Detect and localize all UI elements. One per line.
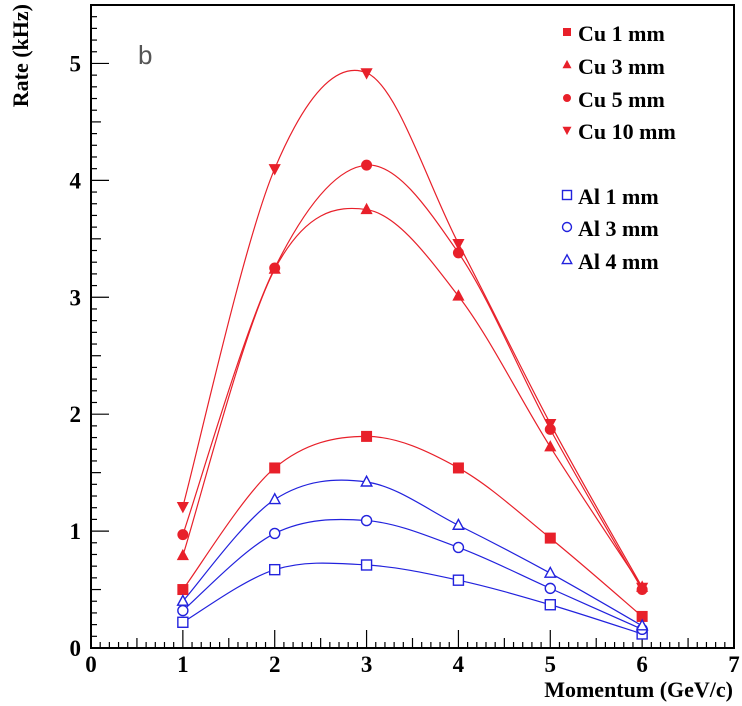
x-tick-label: 7 [728, 652, 740, 677]
legend: Cu 1 mm Cu 3 mm Cu 5 mm Cu 10 mm Al 1 mm Al 3… [561, 21, 676, 274]
y-tick-label: 5 [70, 51, 82, 76]
legend-marker [562, 126, 572, 136]
series-curve [182, 164, 643, 590]
x-tick-label: 1 [177, 652, 189, 677]
data-point [360, 474, 373, 487]
series-curve [182, 435, 643, 617]
data-point [635, 618, 649, 631]
data-point [544, 582, 556, 595]
x-tick-label: 0 [85, 652, 97, 677]
legend-label: Cu 3 mm [578, 54, 665, 79]
data-point [452, 518, 465, 530]
x-tick-label: 2 [269, 652, 281, 677]
legend-marker [561, 221, 573, 233]
data-point [452, 574, 465, 586]
data-point [268, 164, 281, 176]
data-point [360, 514, 373, 527]
data-point [360, 559, 373, 571]
panel-label: b [138, 40, 152, 70]
data-point [176, 594, 190, 606]
y-axis-title: Rate (kHz) [8, 4, 33, 107]
data-point [269, 527, 281, 540]
data-point [360, 202, 373, 215]
legend-marker [561, 189, 573, 201]
x-tick-label: 6 [636, 652, 648, 677]
data-point [544, 440, 557, 452]
series-curve [182, 518, 643, 630]
data-point [544, 599, 556, 611]
y-tick-label: 1 [70, 519, 82, 544]
data-point [269, 563, 281, 576]
data-point [636, 582, 649, 595]
data-point [544, 419, 557, 431]
fit-curves [182, 69, 643, 635]
legend-marker [563, 28, 571, 36]
data-point [269, 262, 281, 274]
data-point [452, 541, 465, 554]
data-markers [176, 68, 649, 640]
legend-label: Cu 1 mm [578, 21, 665, 46]
data-point [543, 565, 557, 578]
y-tick-label: 0 [70, 636, 82, 661]
legend-marker [563, 94, 571, 102]
data-point [452, 289, 465, 301]
series-curve [182, 69, 643, 588]
axes: 0 1 2 3 4 5 6 7 0 1 2 3 4 5 [70, 4, 740, 677]
x-axis-title: Momentum (GeV/c) [544, 677, 733, 702]
data-point [360, 68, 373, 80]
y-tick-label: 2 [70, 402, 82, 427]
legend-label: Cu 5 mm [578, 87, 665, 112]
series-curve [182, 562, 643, 635]
legend-label: Al 1 mm [578, 184, 659, 209]
x-tick-label: 3 [361, 652, 373, 677]
legend-marker [562, 59, 572, 69]
x-tick-label: 5 [545, 652, 557, 677]
data-point [268, 492, 282, 505]
data-point [361, 159, 373, 171]
data-point [361, 430, 373, 442]
legend-label: Al 3 mm [578, 216, 659, 241]
legend-label: Al 4 mm [578, 249, 659, 274]
x-tick-label: 4 [453, 652, 465, 677]
data-point [269, 462, 281, 474]
data-point [544, 532, 556, 544]
data-point [176, 502, 189, 514]
data-point [177, 604, 189, 617]
legend-label: Cu 10 mm [578, 119, 676, 144]
legend-marker [561, 253, 573, 265]
y-tick-label: 4 [70, 168, 82, 193]
data-point [177, 529, 189, 541]
series-curve [182, 479, 643, 627]
data-point [176, 548, 189, 561]
data-point [177, 584, 189, 596]
series-curve [182, 207, 643, 588]
data-point [452, 462, 464, 474]
data-point [177, 616, 189, 628]
data-point [452, 238, 465, 251]
y-tick-label: 3 [70, 285, 82, 310]
